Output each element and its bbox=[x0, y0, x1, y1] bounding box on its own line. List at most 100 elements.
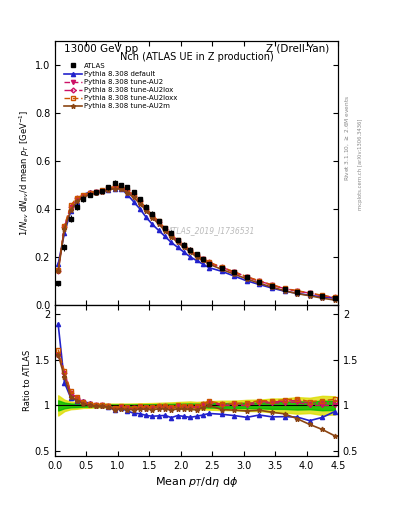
Pythia 8.308 default bbox=[125, 191, 130, 198]
Pythia 8.308 tune-AU2 bbox=[169, 232, 174, 239]
Pythia 8.308 tune-AU2 bbox=[320, 293, 325, 299]
Pythia 8.308 tune-AU2lox bbox=[156, 219, 161, 225]
Pythia 8.308 tune-AU2lox bbox=[62, 224, 67, 230]
Pythia 8.308 tune-AU2loxx bbox=[106, 185, 111, 191]
Pythia 8.308 tune-AU2lox bbox=[144, 206, 149, 212]
Pythia 8.308 tune-AU2 bbox=[295, 288, 299, 294]
Pythia 8.308 tune-AU2 bbox=[219, 265, 224, 271]
Pythia 8.308 tune-AU2lox bbox=[219, 264, 224, 270]
Pythia 8.308 tune-AU2lox bbox=[119, 184, 123, 190]
Pythia 8.308 tune-AU2 bbox=[119, 184, 123, 190]
Pythia 8.308 default bbox=[182, 249, 186, 255]
Pythia 8.308 tune-AU2lox bbox=[257, 278, 262, 284]
Pythia 8.308 tune-AU2m bbox=[188, 249, 193, 255]
Pythia 8.308 tune-AU2lox bbox=[194, 252, 199, 258]
Pythia 8.308 tune-AU2m bbox=[307, 293, 312, 299]
Pythia 8.308 tune-AU2loxx bbox=[320, 292, 325, 298]
Pythia 8.308 default bbox=[68, 208, 73, 215]
Pythia 8.308 default bbox=[87, 189, 92, 195]
Pythia 8.308 tune-AU2 bbox=[125, 188, 130, 194]
Pythia 8.308 tune-AU2loxx bbox=[169, 231, 174, 238]
Pythia 8.308 default bbox=[81, 191, 86, 198]
Pythia 8.308 tune-AU2m bbox=[320, 295, 325, 301]
Pythia 8.308 tune-AU2lox bbox=[175, 238, 180, 244]
Pythia 8.308 default bbox=[56, 261, 61, 267]
Pythia 8.308 default bbox=[188, 254, 193, 260]
Pythia 8.308 tune-AU2lox bbox=[56, 268, 61, 274]
Pythia 8.308 tune-AU2m bbox=[163, 228, 167, 234]
Pythia 8.308 tune-AU2loxx bbox=[131, 192, 136, 198]
Pythia 8.308 tune-AU2m bbox=[87, 191, 92, 198]
Pythia 8.308 default bbox=[119, 185, 123, 191]
Pythia 8.308 tune-AU2loxx bbox=[207, 259, 211, 265]
Line: Pythia 8.308 tune-AU2loxx: Pythia 8.308 tune-AU2loxx bbox=[57, 184, 336, 299]
Pythia 8.308 tune-AU2loxx bbox=[125, 187, 130, 193]
Pythia 8.308 tune-AU2loxx bbox=[182, 242, 186, 248]
Pythia 8.308 tune-AU2 bbox=[94, 189, 98, 195]
Y-axis label: Ratio to ATLAS: Ratio to ATLAS bbox=[23, 350, 32, 411]
Pythia 8.308 tune-AU2m bbox=[81, 195, 86, 201]
Pythia 8.308 tune-AU2m bbox=[125, 189, 130, 196]
Pythia 8.308 tune-AU2m bbox=[119, 186, 123, 193]
Pythia 8.308 tune-AU2lox bbox=[244, 274, 249, 280]
Legend: ATLAS, Pythia 8.308 default, Pythia 8.308 tune-AU2, Pythia 8.308 tune-AU2lox, Py: ATLAS, Pythia 8.308 default, Pythia 8.30… bbox=[64, 63, 178, 110]
Y-axis label: $1/N_{ev}$ d$N_{ev}$/d mean $p_T$ [GeV$^{-1}$]: $1/N_{ev}$ d$N_{ev}$/d mean $p_T$ [GeV$^… bbox=[18, 110, 32, 236]
Pythia 8.308 tune-AU2lox bbox=[232, 269, 237, 275]
Pythia 8.308 default bbox=[282, 288, 287, 294]
Text: Z (Drell-Yan): Z (Drell-Yan) bbox=[266, 44, 329, 54]
Pythia 8.308 default bbox=[332, 295, 337, 301]
Pythia 8.308 tune-AU2 bbox=[62, 224, 67, 230]
Pythia 8.308 tune-AU2loxx bbox=[56, 267, 61, 273]
Text: 13000 GeV pp: 13000 GeV pp bbox=[64, 44, 138, 54]
Pythia 8.308 tune-AU2 bbox=[244, 274, 249, 281]
Pythia 8.308 tune-AU2m bbox=[270, 284, 274, 290]
Pythia 8.308 tune-AU2loxx bbox=[232, 269, 237, 275]
Pythia 8.308 tune-AU2loxx bbox=[119, 183, 123, 189]
Pythia 8.308 tune-AU2loxx bbox=[112, 183, 117, 189]
Pythia 8.308 tune-AU2lox bbox=[332, 294, 337, 301]
Pythia 8.308 tune-AU2m bbox=[200, 258, 205, 264]
Pythia 8.308 tune-AU2 bbox=[106, 185, 111, 191]
Pythia 8.308 tune-AU2loxx bbox=[175, 237, 180, 243]
Pythia 8.308 tune-AU2lox bbox=[182, 243, 186, 249]
Pythia 8.308 tune-AU2 bbox=[282, 286, 287, 292]
Pythia 8.308 tune-AU2lox bbox=[81, 193, 86, 199]
Pythia 8.308 tune-AU2lox bbox=[295, 288, 299, 294]
Pythia 8.308 tune-AU2 bbox=[194, 252, 199, 259]
Pythia 8.308 tune-AU2 bbox=[81, 193, 86, 199]
Pythia 8.308 tune-AU2m bbox=[112, 185, 117, 191]
Pythia 8.308 tune-AU2m bbox=[257, 280, 262, 286]
Pythia 8.308 tune-AU2m bbox=[68, 207, 73, 213]
Pythia 8.308 tune-AU2lox bbox=[94, 189, 98, 195]
Pythia 8.308 tune-AU2m bbox=[219, 266, 224, 272]
Pythia 8.308 default bbox=[270, 285, 274, 291]
Pythia 8.308 tune-AU2loxx bbox=[295, 288, 299, 294]
Pythia 8.308 tune-AU2 bbox=[207, 260, 211, 266]
Pythia 8.308 tune-AU2m bbox=[182, 244, 186, 250]
Line: Pythia 8.308 tune-AU2lox: Pythia 8.308 tune-AU2lox bbox=[57, 185, 336, 299]
Pythia 8.308 tune-AU2 bbox=[100, 188, 105, 194]
Pythia 8.308 default bbox=[156, 227, 161, 233]
Pythia 8.308 default bbox=[138, 206, 142, 212]
Pythia 8.308 tune-AU2m bbox=[295, 290, 299, 296]
Pythia 8.308 tune-AU2loxx bbox=[163, 225, 167, 231]
Pythia 8.308 tune-AU2 bbox=[68, 203, 73, 209]
Pythia 8.308 tune-AU2m bbox=[244, 276, 249, 282]
Pythia 8.308 tune-AU2m bbox=[194, 254, 199, 260]
Pythia 8.308 tune-AU2m bbox=[56, 268, 61, 274]
Pythia 8.308 tune-AU2m bbox=[138, 201, 142, 207]
Pythia 8.308 tune-AU2m bbox=[106, 187, 111, 193]
Line: Pythia 8.308 tune-AU2m: Pythia 8.308 tune-AU2m bbox=[56, 186, 337, 303]
Pythia 8.308 default bbox=[257, 282, 262, 288]
Pythia 8.308 tune-AU2 bbox=[131, 193, 136, 199]
Pythia 8.308 tune-AU2loxx bbox=[62, 223, 67, 229]
Pythia 8.308 tune-AU2 bbox=[163, 226, 167, 232]
Pythia 8.308 default bbox=[100, 188, 105, 194]
Pythia 8.308 tune-AU2lox bbox=[87, 190, 92, 197]
Pythia 8.308 tune-AU2lox bbox=[131, 193, 136, 199]
Pythia 8.308 tune-AU2lox bbox=[200, 255, 205, 262]
Pythia 8.308 tune-AU2loxx bbox=[68, 202, 73, 208]
Pythia 8.308 tune-AU2 bbox=[188, 248, 193, 254]
Pythia 8.308 tune-AU2loxx bbox=[200, 255, 205, 262]
Pythia 8.308 tune-AU2lox bbox=[150, 212, 155, 219]
